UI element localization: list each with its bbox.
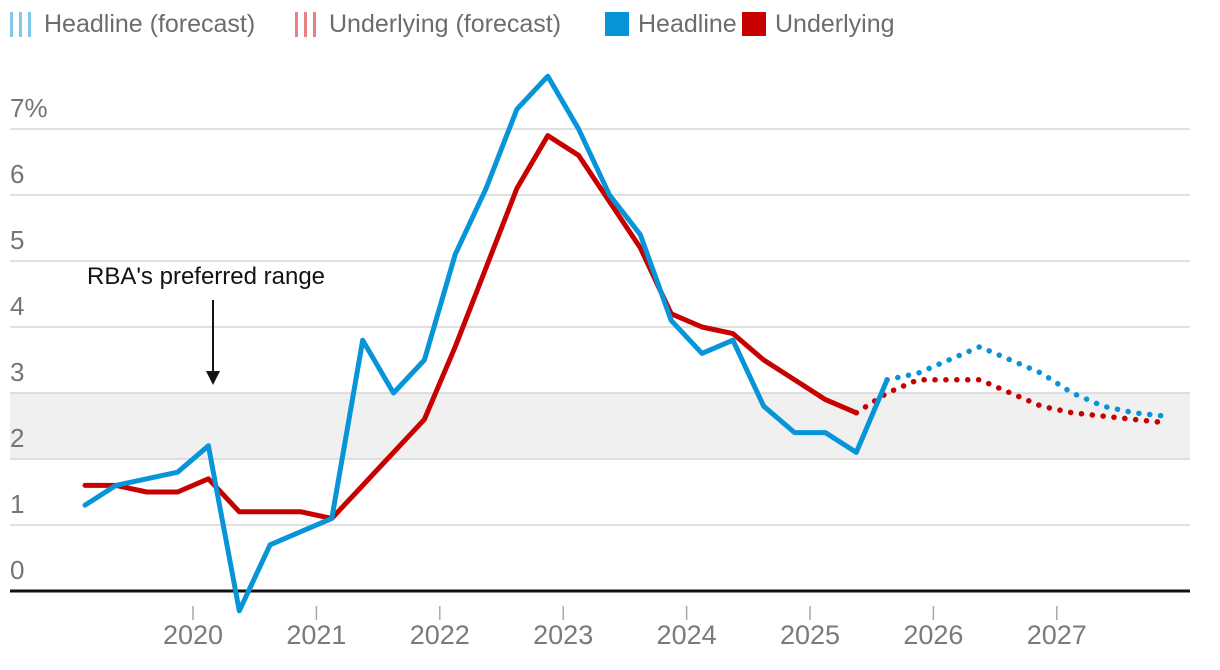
headline-line — [82, 73, 890, 614]
headline-forecast-swatch — [10, 11, 31, 37]
headline-swatch — [605, 12, 629, 36]
headline-forecast-line — [884, 344, 1168, 419]
legend-label: Headline (forecast) — [44, 10, 256, 38]
down-arrow-icon — [206, 300, 220, 385]
y-axis-label: 2 — [10, 423, 25, 453]
legend-item-underlying-forecast: Underlying (forecast) — [295, 8, 561, 40]
legend-item-headline-forecast: Headline (forecast) — [10, 8, 255, 40]
legend-label: Underlying — [775, 10, 895, 38]
underlying-forecast-swatch — [295, 11, 316, 37]
x-axis-label: 2025 — [779, 620, 841, 650]
x-axis-label: 2023 — [533, 620, 594, 650]
y-axis-label: 5 — [10, 225, 25, 255]
legend-label: Headline — [638, 10, 737, 38]
band-annotation: RBA's preferred range — [87, 263, 326, 290]
underlying-swatch — [742, 12, 766, 36]
x-axis-label: 2026 — [903, 620, 964, 650]
preferred-range-band — [10, 393, 1190, 459]
y-axis-label: 3 — [10, 357, 25, 387]
y-axis-label: 6 — [10, 159, 25, 189]
y-axis-label: 1 — [10, 489, 25, 519]
underlying-forecast-line — [853, 377, 1168, 426]
legend-label: Underlying (forecast) — [329, 10, 562, 38]
y-axis-label: 0 — [10, 555, 25, 585]
x-axis-label: 2027 — [1026, 620, 1087, 650]
x-axis-label: 2024 — [656, 620, 717, 650]
x-axis-label: 2022 — [409, 620, 470, 650]
y-axis-label: 4 — [10, 291, 25, 321]
legend-item-headline: Headline — [605, 8, 737, 40]
x-axis-label: 2021 — [286, 620, 347, 650]
legend-item-underlying: Underlying — [742, 8, 895, 40]
x-axis-label: 2020 — [162, 620, 224, 650]
y-axis-label: 7% — [10, 93, 48, 123]
